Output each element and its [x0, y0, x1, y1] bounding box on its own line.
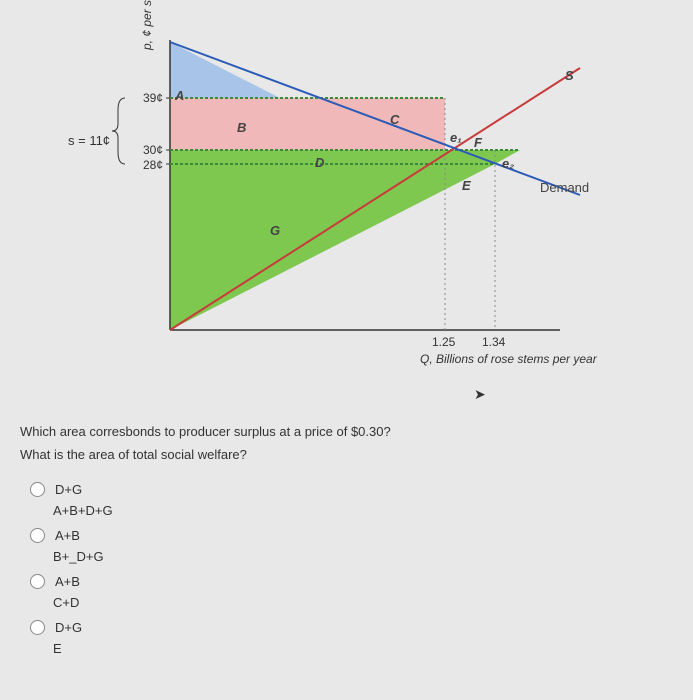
option-1: A+B B+_D+G	[30, 528, 673, 564]
label-D: D	[315, 155, 324, 170]
region-a-fill	[170, 42, 280, 98]
economics-chart: p, ¢ per stem 39¢ 30¢ 28¢ s = 11¢ 1.25 1…	[20, 20, 620, 380]
label-e1: e₁	[450, 130, 462, 145]
question-line1: Which area corresbonds to producer surpl…	[20, 420, 673, 443]
option-1-row[interactable]: A+B	[30, 528, 673, 543]
xtick-134: 1.34	[482, 335, 505, 349]
chart-svg	[20, 20, 620, 380]
option-1-primary: A+B	[55, 528, 80, 543]
question-line2: What is the area of total social welfare…	[20, 443, 673, 466]
option-3-row[interactable]: D+G	[30, 620, 673, 635]
ytick-28: 28¢	[135, 158, 163, 172]
radio-icon[interactable]	[30, 482, 45, 497]
option-0: D+G A+B+D+G	[30, 482, 673, 518]
region-b-fill	[170, 98, 445, 150]
option-1-secondary: B+_D+G	[53, 549, 673, 564]
option-2-row[interactable]: A+B	[30, 574, 673, 589]
radio-icon[interactable]	[30, 528, 45, 543]
label-E: E	[462, 178, 471, 193]
option-2-primary: A+B	[55, 574, 80, 589]
option-2: A+B C+D	[30, 574, 673, 610]
s-bracket	[112, 98, 125, 164]
cursor-icon: ➤	[474, 386, 486, 403]
label-C: C	[390, 112, 399, 127]
option-0-secondary: A+B+D+G	[53, 503, 673, 518]
ytick-30: 30¢	[135, 143, 163, 157]
option-3: D+G E	[30, 620, 673, 656]
label-G: G	[270, 223, 280, 238]
options-list: D+G A+B+D+G A+B B+_D+G A+B C+D D+G E	[30, 482, 673, 656]
radio-icon[interactable]	[30, 574, 45, 589]
option-0-primary: D+G	[55, 482, 82, 497]
radio-icon[interactable]	[30, 620, 45, 635]
option-0-row[interactable]: D+G	[30, 482, 673, 497]
label-B: B	[237, 120, 246, 135]
question-block: Which area corresbonds to producer surpl…	[20, 420, 673, 467]
region-dg-fill	[170, 150, 495, 330]
demand-label: Demand	[540, 180, 589, 195]
label-A: A	[175, 88, 184, 103]
xtick-125: 1.25	[432, 335, 455, 349]
x-axis-caption: Q, Billions of rose stems per year	[420, 352, 597, 366]
label-F: F	[474, 135, 482, 150]
y-axis-label: p, ¢ per stem	[140, 0, 154, 50]
option-3-secondary: E	[53, 641, 673, 656]
option-2-secondary: C+D	[53, 595, 673, 610]
label-e2: e₂	[502, 156, 514, 171]
supply-label: S	[565, 68, 574, 83]
s-bracket-label: s = 11¢	[68, 133, 110, 148]
ytick-39: 39¢	[135, 91, 163, 105]
option-3-primary: D+G	[55, 620, 82, 635]
